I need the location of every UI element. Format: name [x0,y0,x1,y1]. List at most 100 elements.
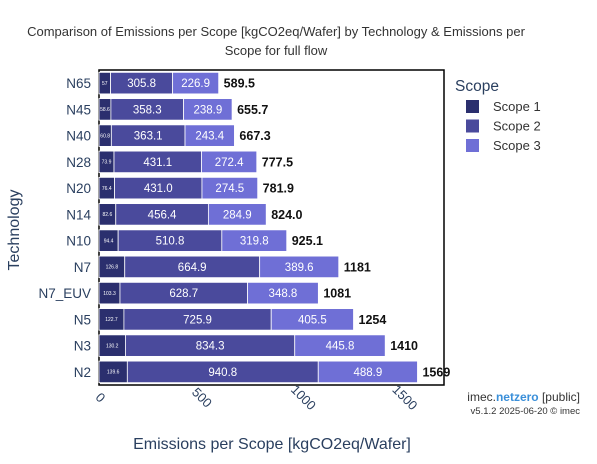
y-axis-label: Technology [6,190,23,271]
x-tick-label: 1500 [389,382,420,413]
bar-segment-label: 76.4 [102,186,112,192]
y-tick-label: N65 [66,76,91,91]
bar-segment-label: 940.8 [208,367,237,379]
plot-border [98,69,445,386]
bar-segment-label: 725.9 [183,314,212,326]
bar-segment-label: 126.8 [106,265,119,271]
total-label: 925.1 [292,234,323,248]
legend[interactable]: Scope Scope 1 Scope 2 Scope 3 [455,78,541,153]
bar-segment-label: 73.9 [102,160,112,166]
bar-segment-label: 103.3 [103,291,116,297]
legend-label: Scope 1 [493,99,541,114]
total-label: 1569 [422,365,450,379]
bar-segment-label: 319.8 [240,236,269,248]
chart-title-line: Comparison of Emissions per Scope [kgCO2… [27,24,526,39]
y-tick-label: N7 [74,260,91,275]
bar-segment-scope-3[interactable] [184,124,235,147]
bars: 57 305.8 226.9 589.5 58.6 358.3 238.9 655.7 60.8… [98,71,450,384]
legend-label: Scope 3 [493,138,541,153]
y-tick-label: N14 [66,207,91,222]
bar-segment-label: 284.9 [223,209,252,221]
bar-segment-label: 389.6 [285,262,314,274]
bar-segment-label: 272.4 [215,157,244,169]
bar-segment-label: 305.8 [127,78,156,90]
y-tick-label: N20 [66,181,91,196]
bar-segment-label: 456.4 [148,209,177,221]
bar-segment-scope-3[interactable] [259,255,340,279]
bar-segment-label: 226.9 [181,78,210,90]
bar-segment-label: 431.1 [143,157,172,169]
y-tick-label: N10 [66,234,91,249]
bar-segment-label: 510.8 [156,236,185,248]
bar-segment-label: 122.7 [105,317,118,323]
y-tick-label: N40 [66,129,91,144]
total-label: 1181 [344,260,371,274]
legend-swatch [466,139,479,152]
total-label: 589.5 [224,77,255,91]
bar-segment-label: 834.3 [196,341,225,353]
bar-segment-label: 405.5 [298,314,327,326]
bar-segment-scope-3[interactable] [172,71,220,95]
chart-title-line: Scope for full flow [225,43,328,58]
y-tick-label: N45 [66,102,91,117]
plot-area [98,69,445,386]
branding: imec.netzero [public] v5.1.2 2025-06-20 ©… [467,390,580,417]
legend-item-scope-1[interactable]: Scope 1 [466,99,541,114]
legend-swatch [466,119,479,133]
bar-segment-scope-3[interactable] [317,360,418,384]
bar-segment-label: 274.5 [215,183,244,195]
total-label: 824.0 [271,208,302,222]
bar-segment-label: 57 [102,81,108,87]
y-tick-labels: N65 N45 N40 N28 N20 N14 N10 N7 N7_EUV N5 N3 N2 [38,76,91,380]
x-tick-labels: 0 500 1000 1500 [93,382,421,413]
x-tick-label: 0 [93,390,109,406]
total-label: 667.3 [239,129,270,143]
y-tick-label: N7_EUV [38,286,91,301]
brand-highlight: netzero [496,390,539,404]
y-tick-label: N28 [66,155,91,170]
bar-segment-label: 60.8 [100,133,110,139]
total-label: 777.5 [262,155,293,169]
bar-segment-label: 139.6 [107,370,120,376]
bar-segment-label: 94.4 [104,238,114,244]
bar-segment-scope-3[interactable] [247,281,319,305]
y-tick-label: N3 [74,339,91,354]
legend-title: Scope [455,78,499,95]
bar-segment-label: 348.8 [269,288,298,300]
bar-segment-label: 664.9 [178,262,207,274]
bar-segment-scope-3[interactable] [221,229,288,252]
bar-segment-label: 363.1 [134,131,163,143]
x-tick-label: 1000 [288,382,319,413]
brand-suffix: [public] [539,390,580,404]
bar-segment-scope-3[interactable] [201,150,258,174]
bar-segment-scope-3[interactable] [207,203,267,226]
y-tick-label: N2 [74,365,91,380]
bar-segment-label: 82.6 [103,212,113,218]
total-label: 1254 [359,313,387,327]
total-label: 655.7 [237,103,268,117]
total-label: 781.9 [263,182,294,196]
x-tick-label: 500 [189,384,215,410]
bar-segment-label: 58.6 [100,107,110,113]
brand-prefix: imec. [467,390,496,404]
x-axis-label: Emissions per Scope [kgCO2eq/Wafer] [133,436,411,453]
bar-segment-label: 445.8 [326,341,355,353]
bar-segment-label: 243.4 [195,131,224,143]
bar-segment-label: 431.0 [144,183,173,195]
bar-segment-scope-3[interactable] [294,334,386,357]
bar-segment-label: 238.9 [193,104,222,116]
bar-segment-scope-3[interactable] [201,176,259,200]
bar-segment-label: 358.3 [133,104,162,116]
bar-segment-label: 628.7 [169,288,198,300]
total-label: 1081 [323,287,351,301]
legend-item-scope-2[interactable]: Scope 2 [466,119,541,134]
bar-segment-scope-3[interactable] [270,308,354,331]
legend-item-scope-3[interactable]: Scope 3 [466,138,541,153]
bar-segment-scope-3[interactable] [183,98,233,121]
y-tick-label: N5 [74,312,91,327]
legend-label: Scope 2 [493,119,541,134]
total-label: 1410 [390,339,418,353]
chart-title: Comparison of Emissions per Scope [kgCO2… [27,24,526,58]
